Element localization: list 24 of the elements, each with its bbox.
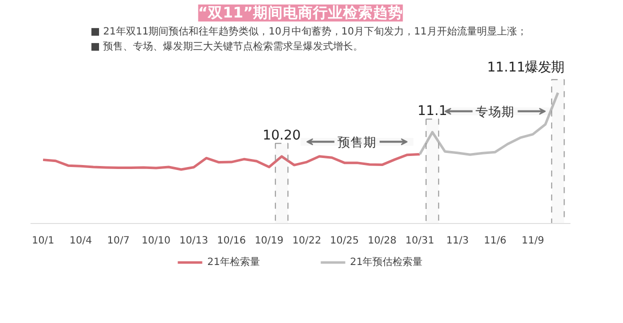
legend-label: 21年检索量 — [207, 256, 260, 269]
band-label: 11.11爆发期 — [487, 60, 564, 76]
text: ■ 预售、专场、爆发期三大关键节点检索需求呈爆发式增长。 — [90, 40, 364, 52]
x-tick-label: 10/19 — [254, 236, 284, 246]
x-tick-label: 10/1 — [32, 236, 54, 246]
x-tick-label: 10/22 — [292, 236, 322, 246]
band-label: 11.1 — [418, 104, 448, 120]
x-tick-label: 10/16 — [217, 236, 246, 246]
x-tick-label: 10/13 — [179, 236, 208, 246]
x-tick-label: 11/6 — [484, 236, 506, 246]
x-tick-label: 10/25 — [330, 236, 359, 246]
x-tick-label: 10/31 — [405, 236, 434, 246]
band-label: 10.20 — [262, 128, 301, 144]
band-label: 预售期 — [338, 134, 377, 150]
band-label: 专场期 — [476, 104, 515, 119]
text: ■ 21年双11期间预估和往年趋势类似，10月中旬蓄势，10月下旬发力，11月开始流量明显上涨； — [90, 26, 527, 38]
x-tick-label: 10/7 — [107, 236, 130, 246]
x-tick-label: 10/10 — [142, 236, 170, 246]
x-tick-label: 10/28 — [368, 236, 397, 246]
legend-label: 21年预估检索量 — [350, 256, 423, 269]
chart-title: “双11”期间电商行业检索趋势 — [198, 4, 403, 22]
x-tick-label: 11/3 — [446, 236, 469, 246]
x-tick-label: 11/9 — [522, 236, 544, 246]
x-tick-label: 10/4 — [70, 236, 92, 246]
